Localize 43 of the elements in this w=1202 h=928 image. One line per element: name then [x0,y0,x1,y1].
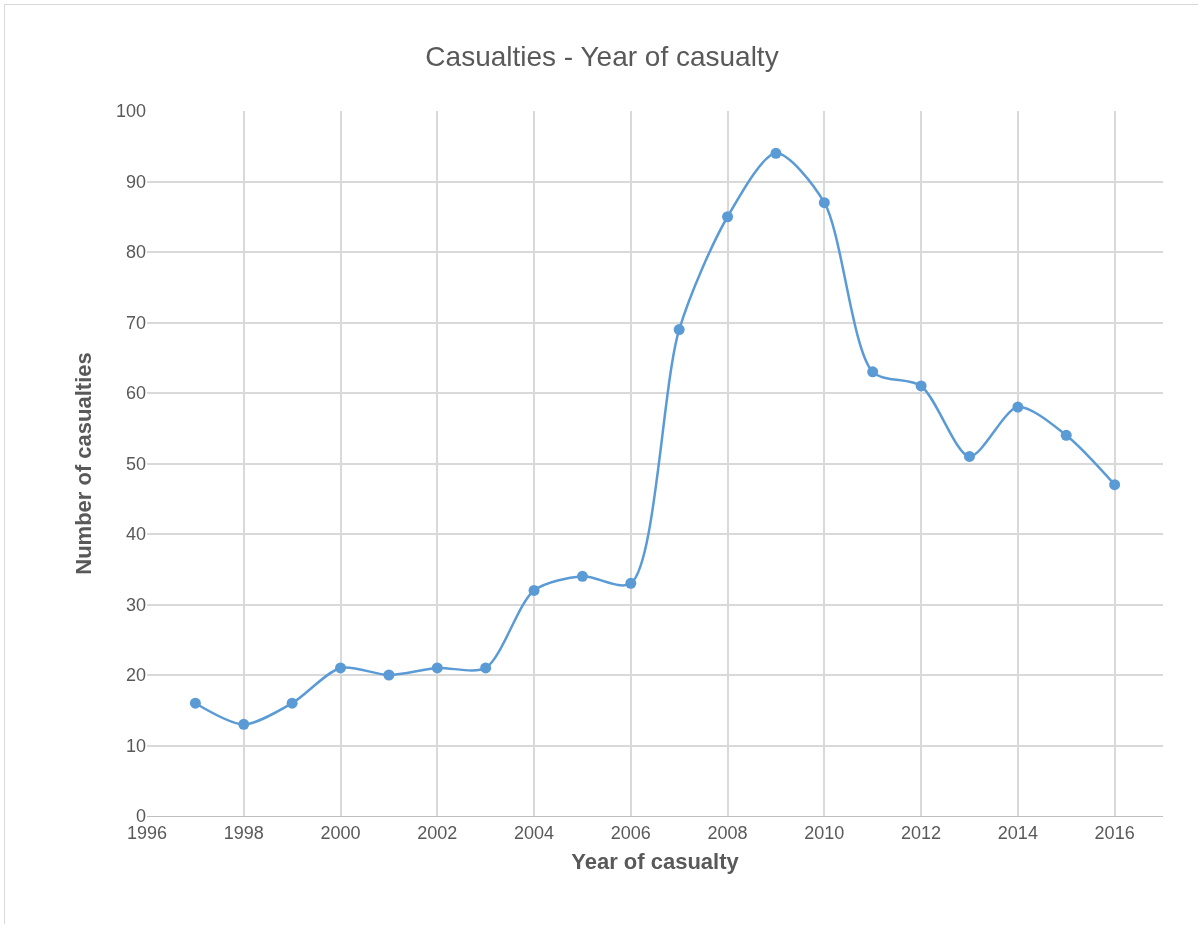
point [1060,429,1072,441]
y-tick-label: 60 [125,383,146,404]
point [480,662,492,674]
point [915,380,927,392]
point [867,366,879,378]
point [431,662,443,674]
y-tick-label: 40 [125,524,146,545]
x-tick-label: 2010 [804,822,845,843]
y-tick-label: 30 [125,594,146,615]
chart-title: Casualties - Year of casualty [425,41,779,72]
x-tick-label: 2012 [901,822,942,843]
y-tick-label: 10 [125,735,146,756]
y-tick-label: 20 [125,665,146,686]
x-tick-label: 1998 [223,822,264,843]
x-axis-title: Year of casualty [571,849,740,875]
x-tick-label: 2000 [320,822,361,843]
point [576,570,588,582]
point [528,584,540,596]
point [963,450,975,462]
x-tick-label: 2008 [707,822,748,843]
point [335,662,347,674]
y-tick-label: 80 [125,242,146,263]
point [818,197,830,209]
point [238,718,250,730]
y-tick-label: 50 [125,453,146,474]
point [625,577,637,589]
x-tick-label: 2016 [1094,822,1135,843]
y-tick-label: 90 [125,171,146,192]
point [189,697,201,709]
point [770,147,782,159]
x-tick-label: 2014 [997,822,1038,843]
x-tick-label: 2006 [610,822,651,843]
point [383,669,395,681]
point [286,697,298,709]
x-tick-label: 2004 [514,822,555,843]
y-tick-label: 70 [125,312,146,333]
point [1109,479,1121,491]
point [722,211,734,223]
y-tick-label: 100 [115,101,146,122]
y-axis-title: Number of casualties [70,352,96,575]
point [1012,401,1024,413]
x-tick-label: 2002 [417,822,458,843]
point [673,324,685,336]
